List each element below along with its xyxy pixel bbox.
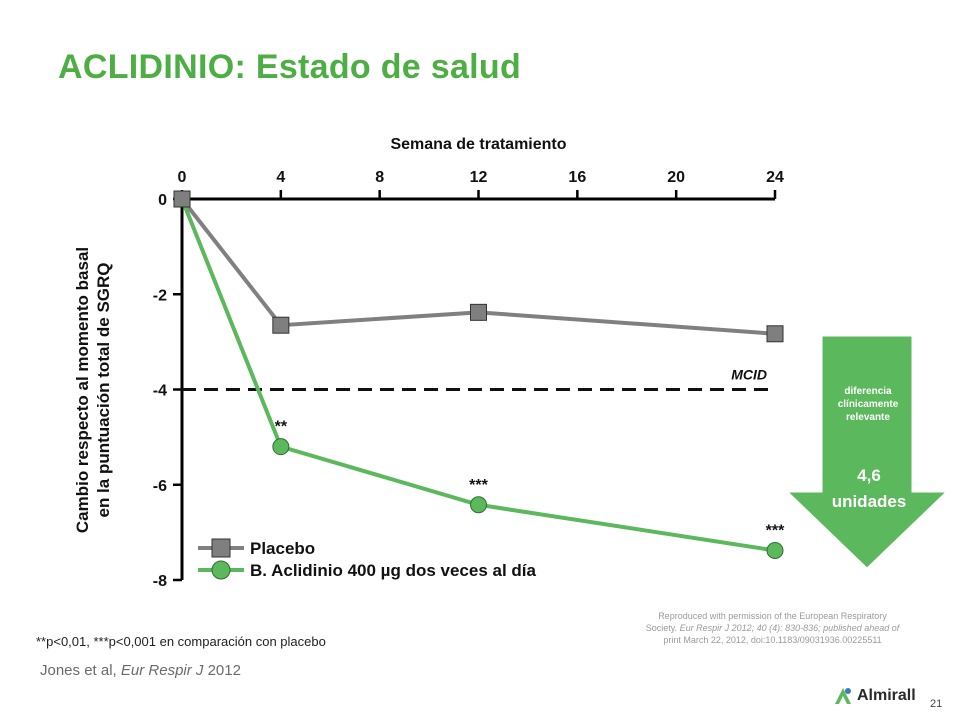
arrow-caption: diferencia clínicamente relevante [823, 385, 913, 424]
placebo-point [470, 303, 487, 321]
y-axis-title-line1: Cambio respecto al momento basal [73, 247, 92, 533]
aclidinio-point [272, 438, 290, 456]
page-number: 21 [930, 698, 943, 710]
placebo-point [272, 316, 290, 334]
x-tick-label: 0 [178, 169, 187, 186]
citation: Jones et al, Eur Respir J 2012 [40, 662, 241, 679]
y-tick-label: -4 [153, 383, 167, 400]
x-tick-label: 20 [667, 169, 685, 186]
arrow-caption-line2: clínicamente [837, 399, 899, 410]
aclidinio-point [470, 496, 487, 514]
logo-text: Almirall [857, 687, 916, 704]
x-tick-label: 4 [276, 169, 285, 186]
placebo-point [766, 325, 784, 343]
legend-placebo-label: Placebo [250, 539, 315, 558]
almirall-logo: Almirall [832, 683, 916, 709]
placebo-point [173, 190, 191, 208]
arrow-caption-line1: diferencia [844, 386, 892, 397]
significance-label: *** [766, 522, 785, 539]
arrow-value-unit: unidades [831, 492, 907, 511]
arrow-value: 4,6 unidades [814, 463, 924, 515]
x-tick-label: 16 [568, 169, 586, 186]
x-tick-label: 8 [375, 169, 384, 186]
reproduction-note: Reproduced with permission of the Europe… [590, 610, 955, 646]
citation-authors: Jones et al, [40, 662, 121, 679]
x-axis-title: Semana de tratamiento [390, 136, 566, 153]
y-tick-label: -2 [153, 287, 167, 304]
y-axis-title: Cambio respecto al momento basal en la pu… [73, 247, 113, 533]
reproduction-line2-journal: Eur Respir J 2012; 40 (4): 830-836; publ… [679, 623, 900, 633]
series-line-placebo [180, 197, 776, 336]
y-tick-label: -8 [153, 573, 167, 590]
arrow-caption-line3: relevante [846, 412, 890, 423]
reproduction-line2: Society. Eur Respir J 2012; 40 (4): 830-… [590, 622, 955, 634]
x-tick-label: 12 [470, 169, 488, 186]
arrow-value-number: 4,6 [857, 466, 881, 485]
reproduction-line2-prefix: Society. [645, 623, 680, 633]
reproduction-line3: print March 22, 2012, doi:10.1183/090319… [663, 635, 882, 645]
citation-year: 2012 [203, 662, 241, 679]
significance-note: **p<0,01, ***p<0,001 en comparación con … [36, 634, 326, 649]
mcid-label: MCID [731, 367, 767, 383]
y-axis-title-line2: en la puntuación total de SGRQ [94, 262, 113, 517]
y-tick-label: 0 [158, 192, 167, 209]
significance-label: ** [275, 419, 288, 436]
citation-journal: Eur Respir J [120, 662, 204, 679]
legend-placebo-marker [211, 538, 231, 558]
legend-aclidinio-marker [211, 560, 231, 580]
significance-label: *** [469, 477, 488, 494]
aclidinio-point [766, 541, 784, 559]
legend-aclidinio-label: B. Aclidinio 400 µg dos veces al día [250, 561, 537, 580]
x-tick-label: 24 [766, 169, 784, 186]
slide-title: ACLIDINIO: Estado de salud [58, 48, 522, 86]
series-line-aclidinio [180, 198, 776, 553]
reproduction-line1: Reproduced with permission of the Europe… [658, 611, 887, 621]
almirall-logo-icon [835, 688, 851, 704]
y-tick-label: -6 [153, 478, 167, 495]
